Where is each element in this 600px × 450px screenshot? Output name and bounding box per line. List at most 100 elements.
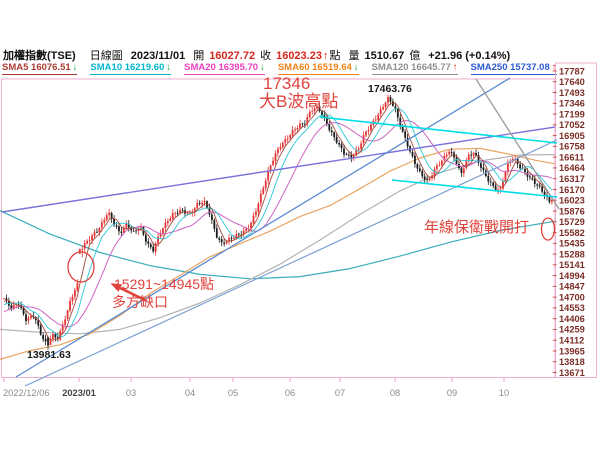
y-axis: 1778717640174931734617199170521690516758… [552,66,586,378]
y-tick-label: 13818 [559,357,585,367]
y-tick-label: 16611 [559,152,584,162]
sma5-line [3,102,553,341]
index-title: 加權指數(TSE) [3,50,76,62]
y-tick-label: 15729 [559,217,585,227]
y-tick-label: 16464 [559,163,586,173]
sma-short-overlays [3,102,553,341]
sma10-line [3,107,553,338]
close-value: 16023.23 [276,50,322,62]
y-tick-label: 17493 [559,88,585,98]
yearline-ellipse [540,217,556,241]
x-axis: 2022/12/06 2023/01 03 04 05 06 07 08 09 10 [3,377,509,398]
legend-sma5[interactable]: SMA5 16076.51 ↓ [2,62,78,75]
open-value: 16027.72 [209,50,256,62]
downtrend-gray [475,78,560,210]
x-tick-label: 07 [335,388,345,398]
y-tick-label: 17787 [559,66,585,76]
close-label: 收 [260,50,272,62]
y-tick-label: 17199 [559,109,585,119]
legend-sma120[interactable]: SMA120 16645.77 ↑ [371,62,458,75]
channel-cyan-lower [391,179,558,198]
y-tick-label: 16905 [559,131,585,141]
y-tick-label: 14112 [559,336,584,346]
up-arrow-icon: ↑ [452,62,458,73]
sma-legend: SMA5 16076.51 ↓ SMA10 16219.60 ↓ SMA20 16395… [2,62,570,75]
y-tick-label: 16758 [559,142,585,152]
gap-range-label: 15291~14945點 [114,276,215,292]
change-value: +21.96 (+0.14%) [428,50,511,62]
july-high-value: 17463.76 [368,83,412,95]
y-tick-label: 14700 [559,292,585,302]
x-tick-label: 03 [126,388,136,398]
y-tick-label: 16023 [559,196,585,206]
legend-label: SMA20 16395.70 [184,62,259,73]
y-tick-label: 16170 [559,185,585,195]
x-tick-label: 09 [447,388,457,398]
legend-label: SMA120 16645.77 [371,62,451,73]
june-high-value: 17346 [263,74,311,93]
volume-label: 量 [348,50,360,62]
legend-label: SMA5 16076.51 [2,62,71,73]
y-tick-label: 14847 [559,282,585,292]
y-tick-label: 14553 [559,303,585,313]
channel-cyan-upper [319,116,558,144]
quote-date: 2023/11/01 [130,50,186,62]
uptrend-steel-steep [15,77,511,378]
uptrend-steel-shallow [24,139,558,387]
gap-arrow [119,286,148,303]
quote-header: 加權指數(TSE) 日線圖 2023/11/01 開 16027.72 收 16… [3,47,515,63]
down-arrow-icon: ↓ [166,62,172,73]
legend-label: SMA250 15737.08 [470,62,550,73]
y-tick-label: 17346 [559,99,585,109]
x-tick-label: 10 [499,388,509,398]
down-arrow-icon: ↓ [72,62,78,73]
sma60-line [0,147,556,360]
bull-gap-circle [67,251,95,283]
y-tick-label: 13965 [559,346,585,356]
legend-sma10[interactable]: SMA10 16219.60 ↓ [90,62,172,75]
sma120-line [0,154,556,335]
legend-label: SMA60 16519.64 [277,62,352,73]
x-tick-label: 2023/01 [62,388,96,398]
y-tick-label: 13671 [559,368,585,378]
down-arrow-icon: ↓ [260,62,265,73]
volume-unit-label: 億 [409,50,421,62]
y-tick-label: 17052 [559,120,585,130]
yearline-battle-label: 年線保衛戰開打 [424,219,530,236]
y-tick-label: 15435 [559,239,585,249]
y-tick-label: 17640 [559,77,585,87]
trend-lines [1,77,560,387]
annotation-shapes [67,217,556,303]
x-tick-label: 08 [390,388,400,398]
sma250-line [0,210,556,280]
volume-value: 1510.67 [364,50,405,62]
y-tick-label: 15582 [559,228,585,238]
y-tick-label: 16317 [559,174,585,184]
y-tick-label: 15141 [559,260,585,270]
x-tick-label: 06 [285,388,295,398]
point-unit-label: 點 [329,50,341,62]
y-tick-label: 15876 [559,206,585,216]
y-tick-label: 14406 [559,314,585,324]
long-uptrend-indigo [1,126,556,213]
gap-type-label: 多方缺口 [112,294,168,310]
open-label: 開 [193,50,205,62]
down-arrow-icon: ↓ [353,62,359,73]
x-tick-label: 05 [228,388,238,398]
legend-sma20[interactable]: SMA20 16395.70 ↓ [184,62,265,75]
legend-sma60[interactable]: SMA60 16519.64 ↓ [277,62,359,75]
y-tick-label: 14994 [559,271,586,281]
legend-sma250[interactable]: SMA250 15737.08 ↑ [470,62,557,75]
december-low-value: 13981.63 [27,349,71,361]
period-label: 日線圖 [89,50,123,62]
up-arrow-icon: ↑ [551,62,557,73]
legend-label: SMA10 16219.60 [90,62,165,73]
sma20-line [3,120,553,328]
x-tick-label: 2022/12/06 [3,388,50,398]
y-tick-label: 15288 [559,249,585,259]
up-arrow-icon: ↑ [322,50,329,62]
june-high-label: 大B波高點 [259,92,339,111]
y-tick-label: 14259 [559,325,585,335]
